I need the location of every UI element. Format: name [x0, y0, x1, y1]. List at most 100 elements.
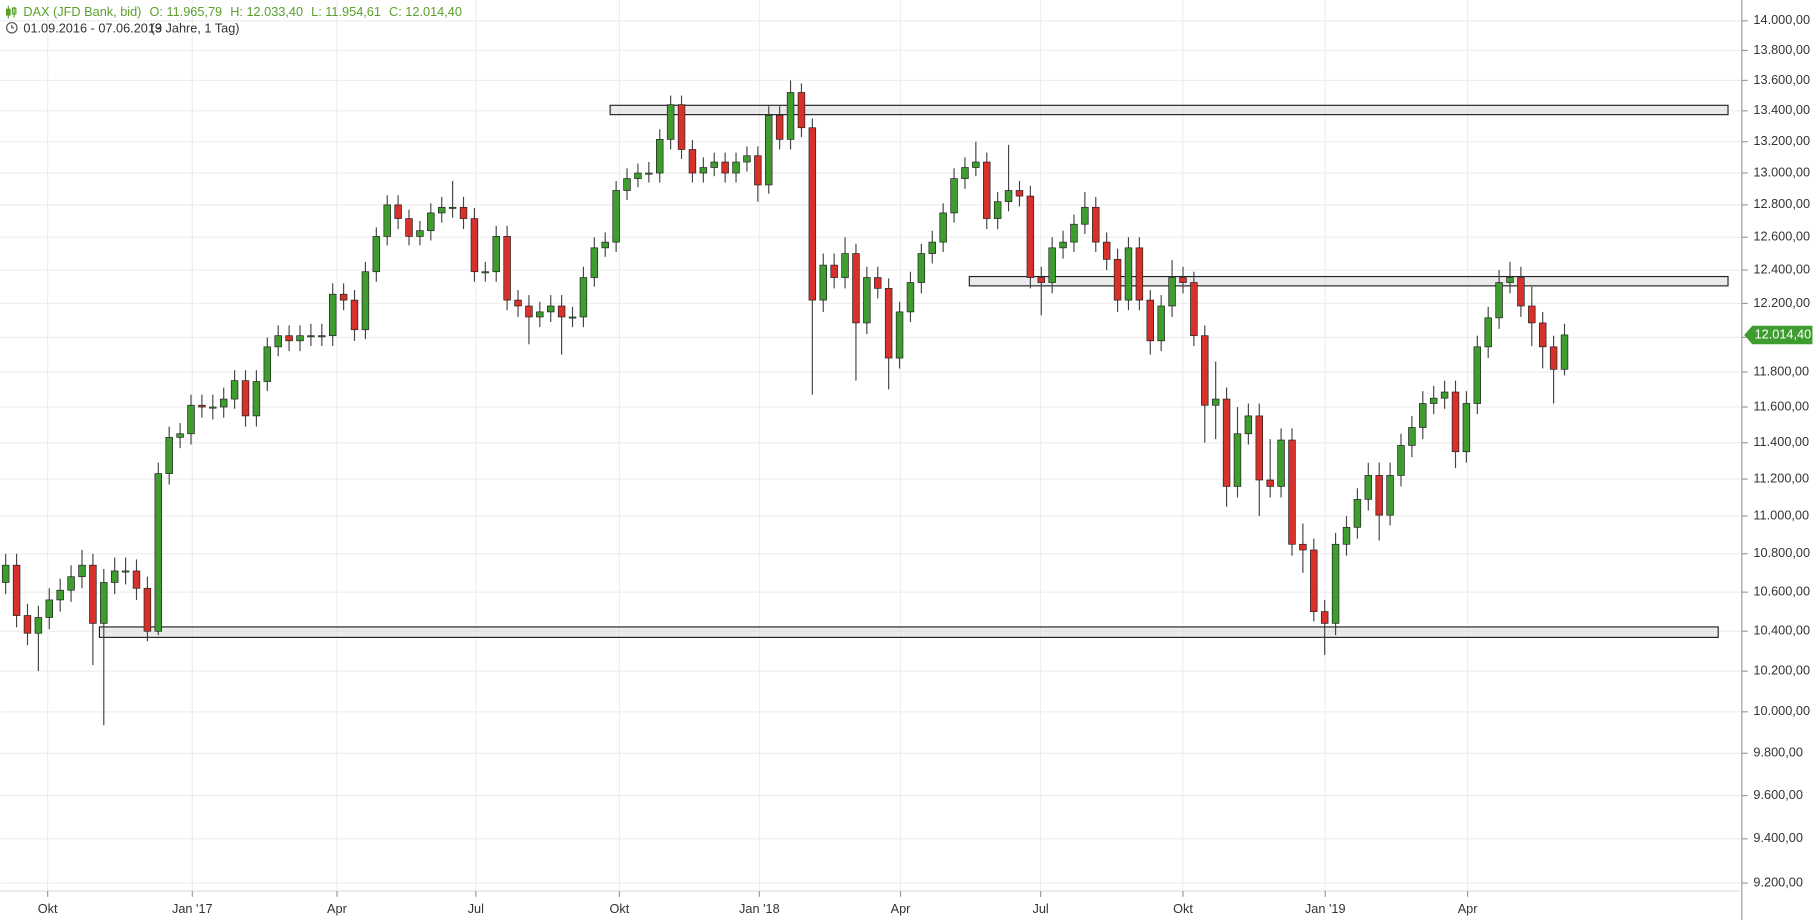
candle-body — [1440, 391, 1449, 399]
chart-title: DAX (JFD Bank, bid) — [23, 4, 141, 19]
y-tick-label: 12.200,00 — [1753, 295, 1810, 310]
candle-body — [1081, 206, 1089, 225]
candle-body — [241, 380, 250, 417]
candle-body — [677, 104, 686, 150]
candle-body — [732, 161, 740, 174]
candle-body — [710, 161, 718, 168]
x-tick-label: Okt — [610, 901, 630, 916]
candle-body — [808, 127, 817, 301]
ohlc-high: H: 12.033,40 — [230, 4, 303, 19]
candle-body — [219, 398, 228, 408]
candle-body — [383, 204, 391, 237]
candle-body — [56, 589, 64, 601]
candle-body — [1092, 206, 1100, 243]
candle-body — [754, 155, 762, 186]
candle-body — [1222, 398, 1231, 487]
candle-body — [1320, 611, 1329, 624]
candle-body — [1048, 247, 1056, 283]
candle-body — [1549, 346, 1558, 370]
candle-body — [1135, 247, 1144, 301]
candle-body — [983, 161, 991, 219]
candle-body — [1157, 305, 1165, 342]
candle-body — [318, 335, 326, 338]
ohlc-low: L: 11.954,61 — [311, 4, 381, 19]
candle-body — [525, 305, 533, 318]
y-tick-label: 13.000,00 — [1753, 164, 1810, 179]
y-tick-label: 9.200,00 — [1753, 874, 1803, 889]
candle-body — [765, 115, 773, 186]
x-tick-label: Apr — [327, 901, 348, 916]
candle-body — [928, 241, 936, 254]
y-tick-label: 11.600,00 — [1753, 398, 1809, 413]
candle-body — [1506, 277, 1514, 283]
candle-body — [45, 599, 54, 618]
candle-body — [1538, 322, 1547, 348]
candle-body — [209, 406, 217, 409]
y-tick-label: 10.000,00 — [1753, 703, 1810, 718]
period: (3 Jahre, 1 Tag) — [151, 20, 240, 35]
candle-body — [350, 299, 359, 331]
candle-body — [1179, 277, 1187, 283]
candle-body — [307, 335, 315, 338]
y-tick-label: 11.000,00 — [1753, 507, 1809, 522]
candle-body — [416, 230, 424, 237]
y-tick-label: 12.600,00 — [1753, 229, 1810, 244]
candle-body — [579, 277, 588, 318]
zone — [98, 626, 1719, 638]
candle-body — [427, 212, 435, 232]
y-tick-label: 10.600,00 — [1753, 584, 1810, 599]
zones — [98, 104, 1729, 638]
y-tick-label: 10.800,00 — [1753, 545, 1810, 560]
candle-body — [154, 473, 163, 632]
candle-body — [1004, 190, 1013, 203]
candle-body — [721, 161, 729, 174]
candle-body — [1026, 195, 1035, 278]
x-tick-label: Jan '17 — [172, 901, 213, 916]
candle-body — [165, 436, 173, 474]
candle-body — [78, 564, 86, 578]
y-tick-label: 10.400,00 — [1753, 623, 1810, 638]
candle-body — [1451, 391, 1460, 453]
y-tick-label: 14.000,00 — [1753, 12, 1810, 27]
candle-body — [394, 204, 402, 219]
candle-body — [546, 305, 555, 313]
candle-body — [1233, 433, 1242, 487]
candle-body — [34, 617, 43, 634]
candle-body — [1244, 415, 1253, 435]
candle-body — [1364, 475, 1373, 500]
candle-body — [252, 381, 261, 417]
candle-body — [132, 570, 141, 589]
y-tick-label: 13.800,00 — [1753, 42, 1810, 57]
candle-body — [950, 178, 958, 214]
candle-body — [514, 299, 522, 307]
clock-icon — [6, 21, 18, 34]
candle-body — [1266, 479, 1274, 487]
x-tick-label: Okt — [1173, 901, 1193, 916]
candle-body — [1124, 247, 1133, 301]
candle-body — [917, 253, 926, 283]
candle-body — [1560, 334, 1569, 370]
candle-body — [1, 564, 10, 583]
candle-body — [89, 564, 97, 624]
candle-body — [405, 218, 413, 237]
last-price-badge — [1744, 325, 1813, 345]
candle-body — [1277, 439, 1285, 487]
x-tick-label: Jan '19 — [1305, 901, 1346, 916]
candle-body — [1310, 549, 1318, 612]
candle-body — [1495, 282, 1503, 319]
candle-body — [1288, 439, 1296, 545]
candle-body — [743, 155, 751, 163]
date-range: 01.09.2016 - 07.06.2019 — [23, 20, 162, 35]
candle-body — [612, 190, 620, 243]
candle-body — [1331, 543, 1340, 624]
candle-body — [121, 570, 130, 573]
candles — [1, 80, 1569, 726]
candle-body — [863, 277, 871, 324]
candle-body — [536, 311, 544, 318]
x-tick-label: Apr — [891, 901, 912, 916]
candle-body — [939, 212, 947, 243]
candle-body — [1190, 282, 1198, 337]
y-tick-label: 9.800,00 — [1753, 745, 1803, 760]
candle-body — [187, 404, 195, 435]
y-tick-label: 9.400,00 — [1753, 830, 1803, 845]
